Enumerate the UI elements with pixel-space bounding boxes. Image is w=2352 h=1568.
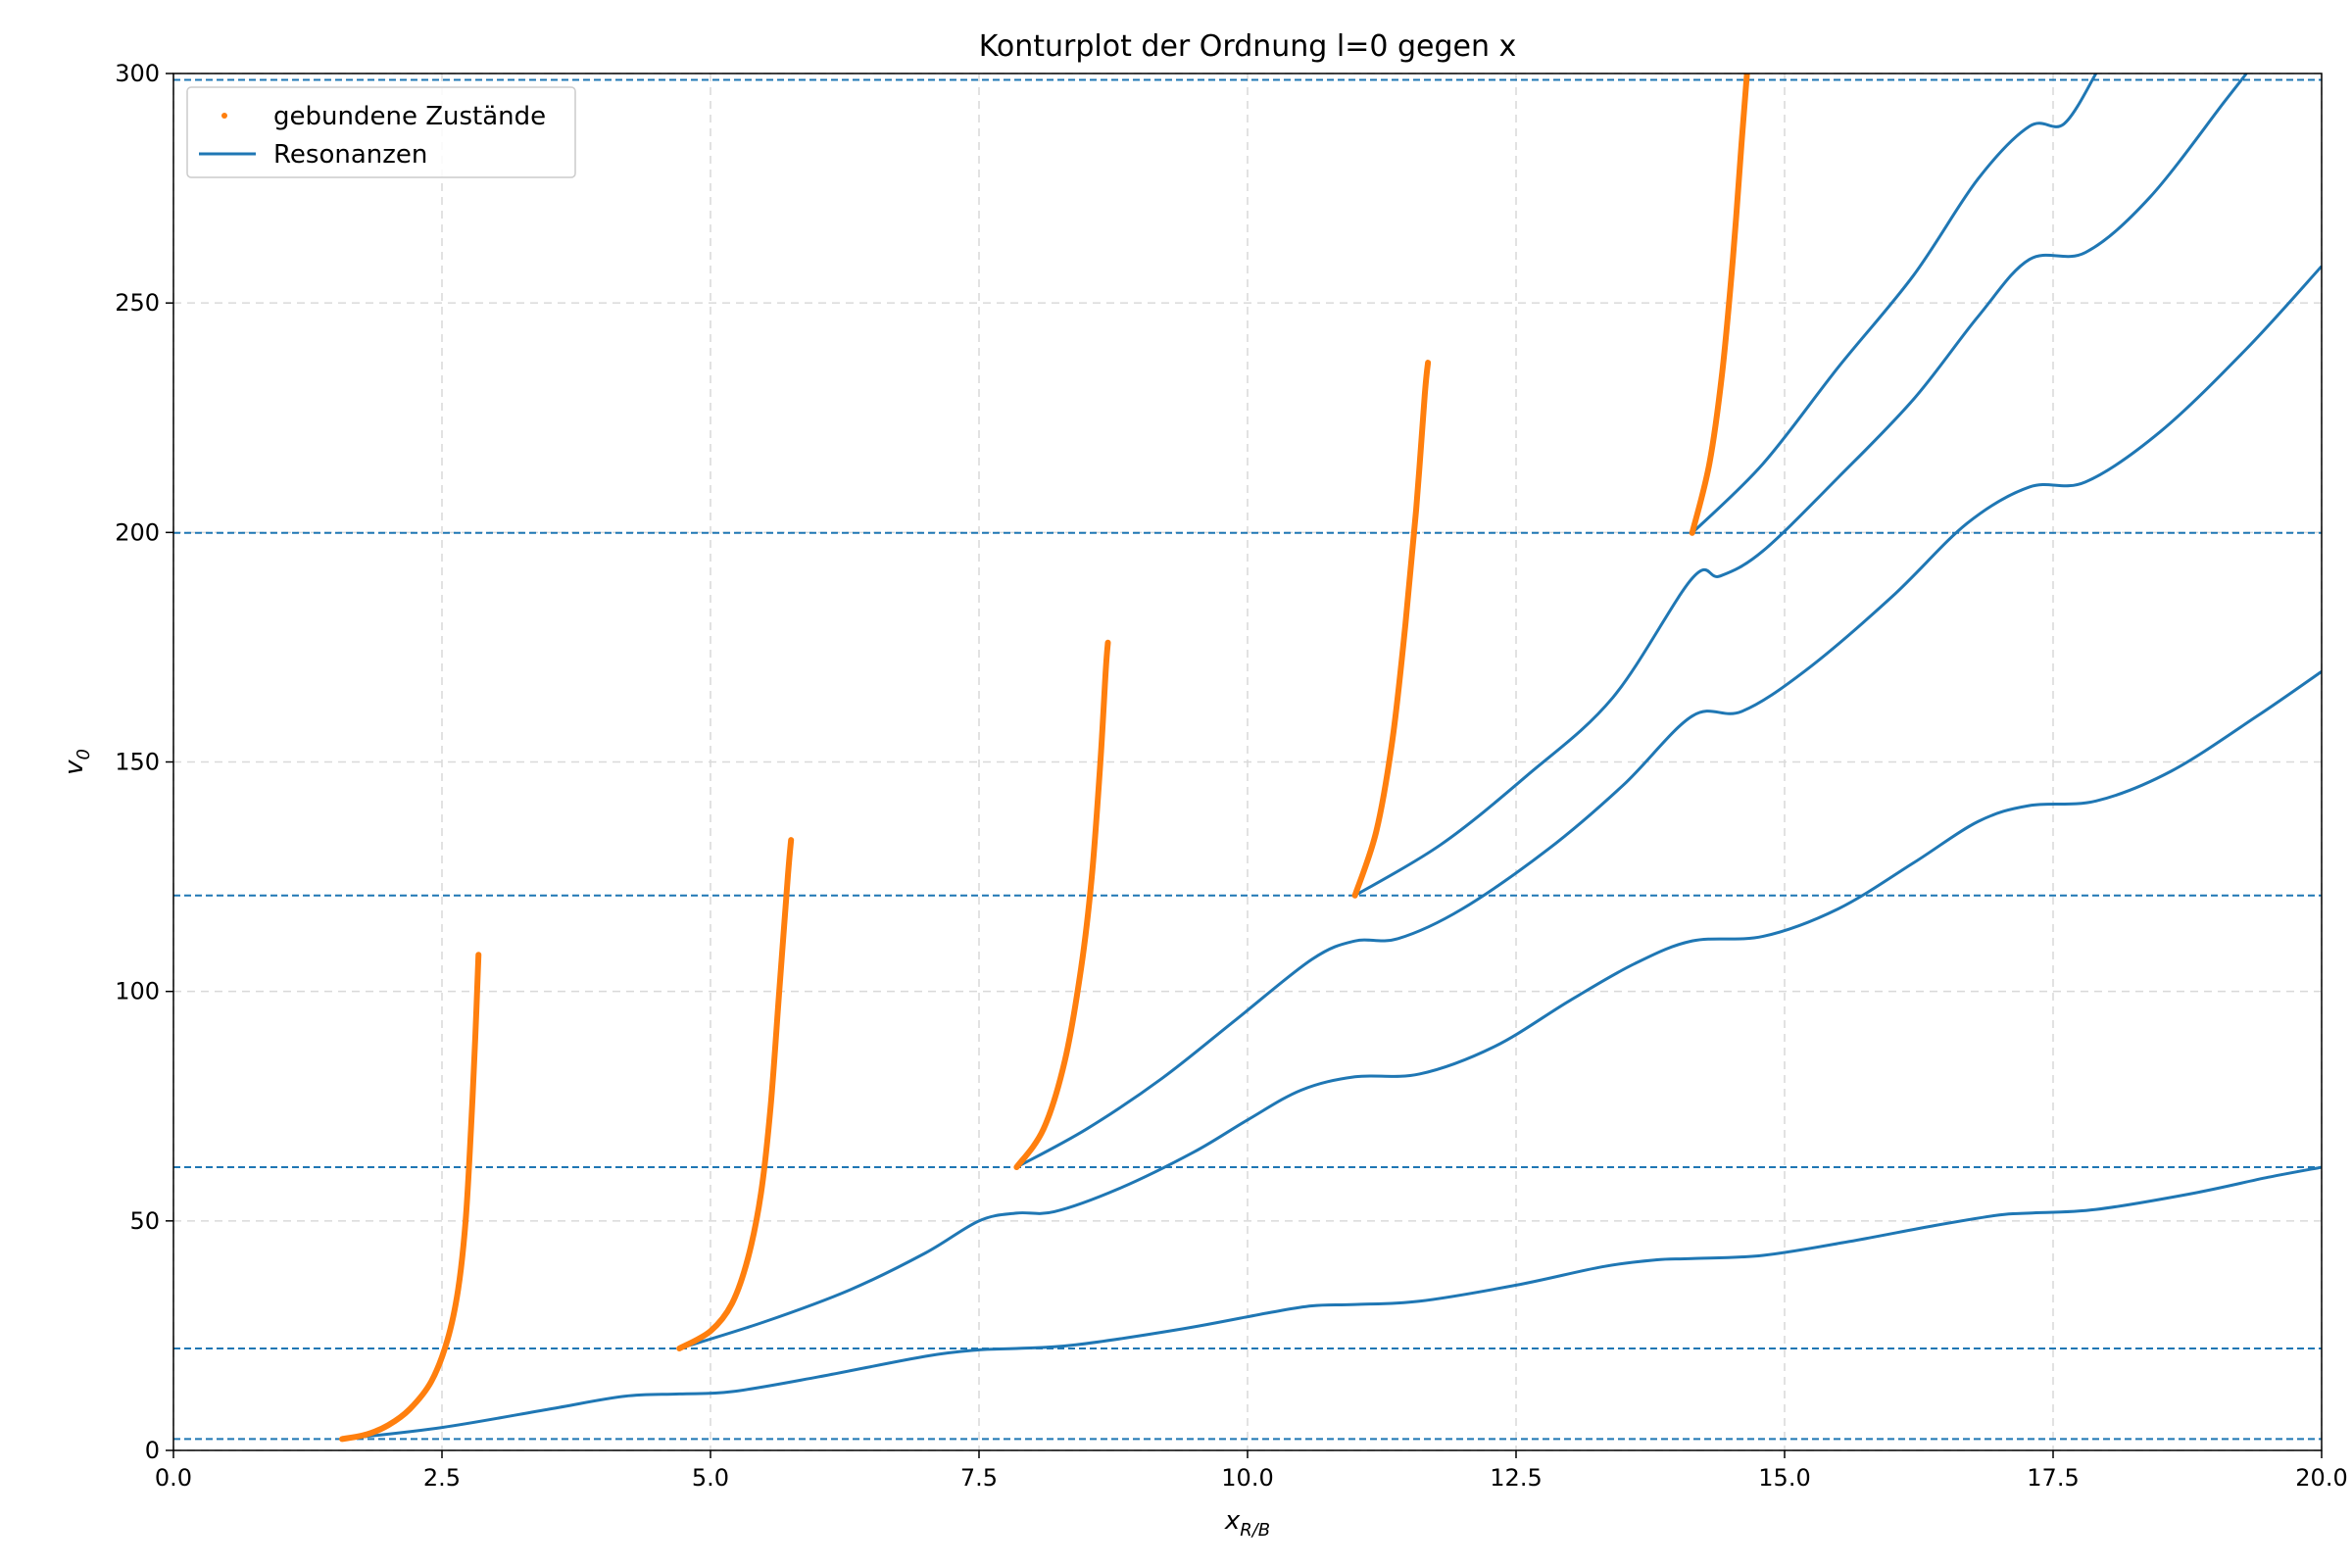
- bound-state-curve: [676, 837, 795, 1352]
- x-axis-label: xR/B: [1224, 1506, 1270, 1541]
- legend-bound-marker: [221, 113, 227, 119]
- x-tick-label: 17.5: [2027, 1464, 2079, 1492]
- y-tick-label: 200: [115, 518, 160, 546]
- x-tick-label: 0.0: [155, 1464, 192, 1492]
- x-tick-label: 10.0: [1221, 1464, 1273, 1492]
- y-tick-label: 100: [115, 978, 160, 1005]
- y-tick-label: 300: [115, 60, 160, 87]
- bound-state-curve: [1689, 74, 1750, 536]
- x-tick-label: 2.5: [423, 1464, 461, 1492]
- bound-state-curve: [1351, 360, 1432, 899]
- chart-title: Konturplot der Ordnung l=0 gegen x: [979, 29, 1517, 64]
- x-tick-label: 12.5: [1490, 1464, 1542, 1492]
- legend: gebundene Zustände Resonanzen: [186, 86, 576, 178]
- resonance-line: [1015, 265, 2322, 1169]
- bound-state-series: [339, 74, 1750, 1443]
- resonance-line: [341, 1165, 2322, 1441]
- legend-label-resonance: Resonanzen: [273, 140, 427, 170]
- bound-state-curve: [1013, 639, 1111, 1171]
- resonance-line: [678, 670, 2322, 1350]
- resonance-line: [1353, 74, 2248, 898]
- bound-state-curve: [339, 952, 482, 1443]
- ticks: 0.0 2.5 5.0 7.5 10.0 12.5 15.0 17.5 20.0 0 50 100 15…: [115, 60, 2348, 1492]
- y-tick-label: 150: [115, 749, 160, 776]
- x-tick-label: 5.0: [692, 1464, 729, 1492]
- y-axis-label-sub: 0: [74, 749, 94, 760]
- y-tick-label: 50: [129, 1207, 160, 1235]
- x-axis-label-sub: R/B: [1240, 1520, 1270, 1541]
- resonance-series: [341, 74, 2322, 1441]
- y-tick-label: 0: [145, 1437, 160, 1464]
- threshold-lines: [173, 78, 2322, 1441]
- y-axis-label: v0: [60, 749, 94, 775]
- legend-label-bound: gebundene Zustände: [273, 102, 546, 131]
- x-tick-label: 7.5: [960, 1464, 998, 1492]
- x-tick-label: 20.0: [2295, 1464, 2347, 1492]
- y-tick-label: 250: [115, 289, 160, 317]
- x-axis-label-base: x: [1224, 1506, 1241, 1536]
- resonance-line: [1690, 74, 2098, 534]
- y-axis-label-base: v: [60, 760, 89, 775]
- legend-box: [186, 86, 576, 178]
- x-tick-label: 15.0: [1758, 1464, 1810, 1492]
